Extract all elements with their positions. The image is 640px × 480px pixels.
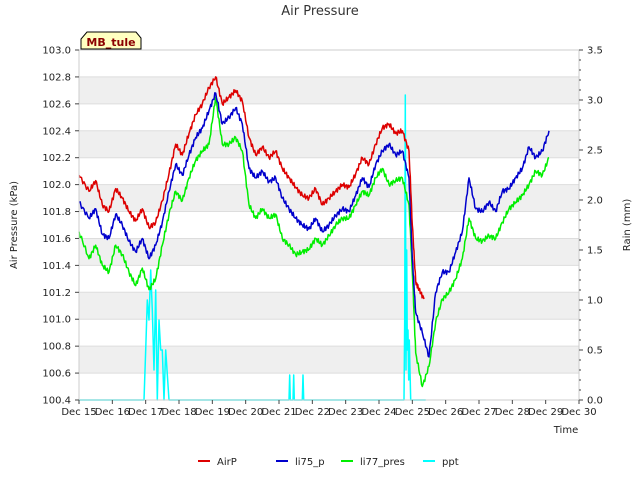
y-tick-label: 100.8: [42, 342, 71, 353]
plot-frame: [78, 49, 580, 401]
background-band: [79, 130, 579, 158]
x-axis-title: Time: [553, 425, 578, 436]
y-tick-label: 102.2: [42, 153, 71, 164]
x-tick-label: Dec 19: [195, 407, 230, 418]
legend-label: li77_pres: [360, 457, 405, 468]
x-tick-label: Dec 20: [228, 407, 263, 418]
x-tick-label: Dec 29: [528, 407, 563, 418]
y2-tick-label: 0.5: [587, 346, 603, 357]
x-tick-label: Dec 25: [395, 407, 430, 418]
y-tick-label: 101.6: [42, 234, 71, 245]
y2-tick-label: 0.0: [587, 396, 603, 407]
background-bands: [79, 76, 579, 374]
y2-tick-label: 1.0: [587, 296, 603, 307]
station-label: MB_tule: [86, 36, 135, 49]
x-tick-label: Dec 21: [261, 407, 296, 418]
y-tick-label: 102.8: [42, 72, 71, 83]
x-tick-label: Dec 26: [428, 407, 463, 418]
x-tick-label: Dec 15: [61, 407, 96, 418]
x-tick-label: Dec 17: [128, 407, 163, 418]
x-tick-label: Dec 16: [95, 407, 130, 418]
series-line-ppt: [79, 94, 426, 401]
background-band: [79, 238, 579, 266]
x-tick-label: Dec 28: [495, 407, 530, 418]
y2-tick-label: 2.0: [587, 196, 603, 207]
y-tick-label: 101.8: [42, 207, 71, 218]
series-line-li75-p: [78, 92, 550, 358]
x-tick-label: Dec 18: [161, 407, 196, 418]
y-axis-left: 100.4 100.6 100.8 101.0 101.2 101.4 101.6 101.8…: [42, 46, 79, 407]
y-tick-label: 102.4: [42, 126, 71, 137]
y-tick-label: 101.2: [42, 288, 71, 299]
y-tick-label: 102.6: [42, 99, 71, 110]
y2-tick-label: 3.5: [587, 46, 603, 57]
legend-label: li75_p: [295, 457, 325, 468]
y2-tick-label: 2.5: [587, 146, 603, 157]
y2-axis-title: Rain (mm): [622, 199, 633, 252]
background-band: [79, 292, 579, 320]
legend-label: AirP: [217, 457, 237, 468]
y-tick-label: 100.4: [42, 396, 71, 407]
series-line-airp: [78, 76, 425, 300]
y-tick-label: 103.0: [42, 46, 71, 57]
y-tick-label: 101.4: [42, 261, 71, 272]
x-tick-label: Dec 24: [361, 407, 396, 418]
y-axis-right: 0.0 0.5 1.0 1.5 2.0 2.5 3.0 3.5: [579, 46, 603, 407]
x-tick-label: Dec 30: [561, 407, 596, 418]
y-tick-label: 102.0: [42, 180, 71, 191]
station-label-box: MB_tule: [80, 31, 142, 50]
legend: AirP li75_p li77_pres ppt: [198, 457, 459, 468]
chart-title: Air Pressure: [281, 4, 359, 19]
y-tick-label: 100.6: [42, 369, 71, 380]
y2-tick-label: 3.0: [587, 96, 603, 107]
series-line-li77-pres: [78, 96, 550, 388]
y-tick-label: 101.0: [42, 315, 71, 326]
x-tick-label: Dec 27: [461, 407, 496, 418]
background-band: [79, 76, 579, 104]
x-tick-label: Dec 23: [328, 407, 363, 418]
legend-label: ppt: [442, 457, 459, 468]
x-tick-label: Dec 22: [295, 407, 330, 418]
y-axis-title: Air Pressure (kPa): [9, 181, 20, 269]
y2-tick-label: 1.5: [587, 246, 603, 257]
series-layer: [78, 76, 550, 401]
